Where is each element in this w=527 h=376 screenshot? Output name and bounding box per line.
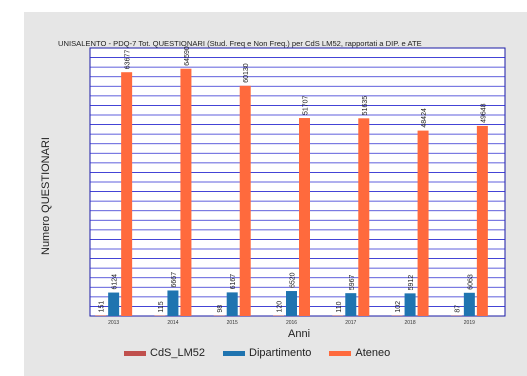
data-label: 51635 (362, 96, 369, 116)
data-label: 60130 (243, 63, 250, 83)
legend-swatch-cds (124, 350, 146, 356)
x-tick-label: 2014 (167, 320, 178, 326)
data-label: 49648 (480, 103, 487, 123)
bar-dipartimento (226, 292, 238, 316)
data-label: 5967 (349, 274, 356, 290)
bar-ateneo (417, 130, 429, 316)
data-label: 151 (99, 301, 106, 313)
x-tick-label: 2016 (286, 320, 297, 326)
bar-ateneo (358, 118, 370, 317)
x-tick-label: 2018 (405, 320, 416, 326)
legend: CdS_LM52 Dipartimento Ateneo (124, 347, 390, 359)
legend-item-ateneo: Ateneo (329, 347, 390, 359)
data-label: 120 (277, 301, 284, 313)
bar-ateneo (180, 68, 192, 316)
data-label: 98 (217, 305, 224, 313)
bar-ateneo (121, 72, 133, 316)
data-label: 115 (158, 301, 165, 312)
bar-ateneo (299, 118, 310, 316)
legend-swatch-dipartimento (223, 350, 246, 356)
bar-ateneo (476, 125, 488, 316)
data-label: 48424 (421, 108, 428, 128)
legend-label-cds: CdS_LM52 (150, 347, 206, 359)
bar-dipartimento (167, 290, 179, 316)
chart-title: UNISALENTO - PDQ-7 Tot. QUESTIONARI (Stu… (58, 39, 422, 48)
data-label: 6124 (112, 274, 119, 290)
bar-ateneo (239, 85, 251, 317)
bar-dipartimento (463, 292, 475, 316)
data-label: 6167 (230, 274, 237, 290)
data-label: 64590 (184, 46, 191, 66)
data-label: 51707 (303, 95, 310, 115)
bar-dipartimento (286, 291, 297, 316)
y-axis-label: Numero QUESTIONARI (40, 137, 52, 255)
x-tick-label: 2017 (345, 320, 356, 326)
bar-dipartimento (404, 293, 416, 316)
data-label: 63677 (125, 50, 132, 70)
legend-swatch-ateneo (329, 350, 352, 356)
data-label: 102 (395, 301, 402, 313)
data-label: 6520 (290, 272, 297, 288)
data-label: 6667 (171, 272, 178, 288)
x-tick-label: 2013 (108, 320, 119, 326)
legend-label-ateneo: Ateneo (355, 347, 391, 359)
data-label: 6063 (467, 274, 474, 290)
bar-dipartimento (108, 292, 120, 316)
legend-item-cds: CdS_LM52 (124, 347, 205, 359)
x-axis-label: Anni (288, 328, 311, 340)
bar-cds-lm52 (95, 315, 107, 316)
x-tick-label: 2015 (227, 320, 238, 326)
data-label: 87 (454, 305, 461, 313)
legend-item-dipartimento: Dipartimento (223, 347, 311, 359)
data-label: 5912 (408, 275, 415, 291)
data-label: 110 (336, 301, 343, 312)
legend-label-dipartimento: Dipartimento (249, 347, 312, 359)
x-tick-label: 2019 (464, 320, 475, 326)
bar-dipartimento (345, 293, 357, 316)
